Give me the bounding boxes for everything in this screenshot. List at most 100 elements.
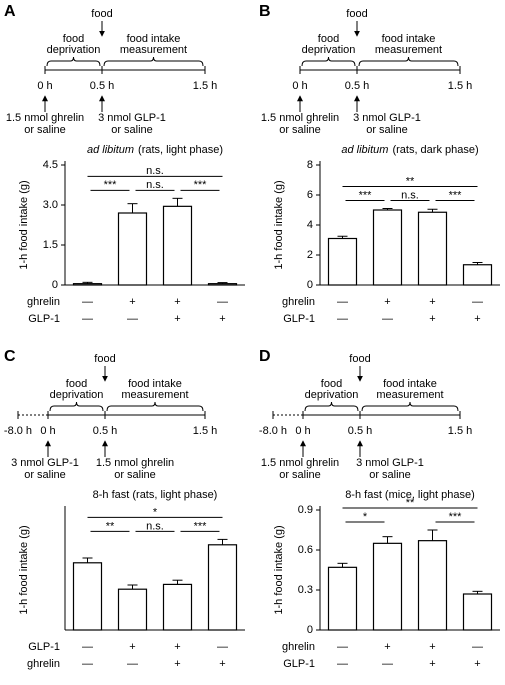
treatment-sign: +: [219, 658, 225, 670]
phase-label: food: [63, 33, 84, 45]
treatment-sign: —: [127, 313, 138, 325]
treatment-name: GLP-1: [283, 313, 315, 325]
brace-deprivation: [49, 401, 104, 412]
y-tick-label: 4.5: [43, 159, 58, 171]
brace-deprivation: [301, 56, 356, 67]
treatment-sign: +: [174, 641, 180, 653]
significance-label: ***: [449, 511, 463, 523]
significance-label: **: [406, 175, 415, 187]
phase-label: food intake: [128, 378, 182, 390]
treatment-sign: —: [337, 658, 348, 670]
bar: [117, 588, 148, 631]
injection-label: 3 nmol GLP-1: [353, 112, 421, 124]
injection-label: or saline: [279, 124, 321, 136]
phase-label: measurement: [376, 389, 443, 401]
treatment-sign: —: [82, 296, 93, 308]
bar: [162, 583, 193, 631]
treatment-sign: —: [472, 296, 483, 308]
significance-label: ***: [359, 189, 373, 201]
chart-title: 8-h fast (mice, light phase): [345, 489, 475, 501]
significance-label: ***: [449, 189, 463, 201]
y-tick-label: 0.6: [298, 544, 313, 556]
injection-label: or saline: [24, 124, 66, 136]
y-tick-label: 1.5: [43, 239, 58, 251]
treatment-sign: +: [429, 296, 435, 308]
y-tick-label: 8: [307, 159, 313, 171]
panel-letter: B: [259, 3, 271, 20]
injection-label: 1.5 nmol ghrelin: [261, 112, 339, 124]
significance-label: n.s.: [401, 189, 419, 201]
food-label: food: [91, 8, 112, 20]
title-rest: (rats, dark phase): [392, 144, 478, 156]
treatment-sign: +: [174, 313, 180, 325]
injection-label: or saline: [279, 469, 321, 481]
time-label: 0.5 h: [345, 80, 369, 92]
y-axis-label: 1-h food intake (g): [273, 180, 285, 269]
y-tick-label: 0.9: [298, 504, 313, 516]
time-label: 0 h: [295, 425, 310, 437]
treatment-sign: +: [174, 296, 180, 308]
title-rest: (rats, light phase): [138, 144, 223, 156]
time-label: 1.5 h: [448, 425, 472, 437]
time-label: 0 h: [40, 425, 55, 437]
treatment-name: GLP-1: [283, 658, 315, 670]
treatment-name: GLP-1: [28, 313, 60, 325]
treatment-sign: —: [337, 296, 348, 308]
treatment-sign: +: [474, 658, 480, 670]
chart-title: ad libitum (rats, light phase): [87, 144, 223, 156]
brace-measurement: [361, 401, 459, 412]
phase-label: measurement: [121, 389, 188, 401]
phase-label: food intake: [382, 33, 436, 45]
significance-label: *: [153, 506, 158, 518]
y-axis-label: 1-h food intake (g): [273, 525, 285, 614]
treatment-sign: —: [382, 313, 393, 325]
time-label: 0 h: [292, 80, 307, 92]
treatment-name: ghrelin: [282, 296, 315, 308]
brace-measurement: [358, 56, 459, 67]
phase-label: food intake: [383, 378, 437, 390]
treatment-sign: +: [174, 658, 180, 670]
treatment-sign: +: [384, 641, 390, 653]
treatment-sign: —: [82, 641, 93, 653]
treatment-sign: —: [382, 658, 393, 670]
significance-label: *: [363, 511, 368, 523]
treatment-sign: —: [217, 641, 228, 653]
treatment-sign: —: [217, 296, 228, 308]
significance-label: ***: [194, 179, 208, 191]
food-label: food: [349, 353, 370, 365]
treatment-sign: —: [82, 658, 93, 670]
bar: [372, 542, 403, 631]
time-label: 0.5 h: [348, 425, 372, 437]
time-label: 1.5 h: [448, 80, 472, 92]
bar: [207, 283, 238, 286]
y-tick-label: 4: [307, 219, 313, 231]
bar: [207, 544, 238, 631]
injection-label: or saline: [366, 124, 408, 136]
time-label: -8.0 h: [259, 425, 287, 437]
y-tick-label: 2: [307, 249, 313, 261]
significance-label: n.s.: [146, 179, 164, 191]
y-axis-label: 1-h food intake (g): [18, 180, 30, 269]
y-tick-label: 3.0: [43, 199, 58, 211]
brace-measurement: [103, 56, 204, 67]
injection-label: 1.5 nmol ghrelin: [261, 457, 339, 469]
y-tick-label: 0: [52, 279, 58, 291]
panel-letter: A: [4, 3, 16, 20]
bar: [117, 212, 148, 286]
phase-label: food: [318, 33, 339, 45]
y-tick-label: 0: [307, 279, 313, 291]
time-label: 0.5 h: [93, 425, 117, 437]
title-italic: ad libitum: [341, 144, 388, 156]
phase-label: deprivation: [302, 44, 356, 56]
significance-label: n.s.: [146, 520, 164, 532]
significance-label: **: [106, 520, 115, 532]
injection-label: 3 nmol GLP-1: [98, 112, 166, 124]
injection-label: or saline: [24, 469, 66, 481]
food-label: food: [346, 8, 367, 20]
phase-label: food: [66, 378, 87, 390]
panel-letter: C: [4, 348, 16, 365]
bar: [72, 283, 103, 286]
time-label: 1.5 h: [193, 80, 217, 92]
